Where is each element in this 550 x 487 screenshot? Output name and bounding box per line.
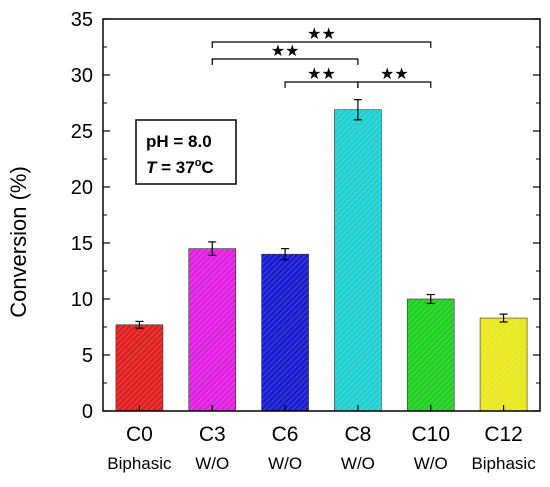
x-category-label: C10: [411, 423, 450, 446]
x-subcategory-label: Biphasic: [107, 454, 172, 473]
y-tick-label: 10: [71, 289, 93, 311]
bar-c3: [188, 248, 237, 412]
significance-bracket: ★★: [284, 64, 359, 88]
x-category-label: C3: [199, 423, 226, 446]
annotation-ph: pH = 8.0: [146, 132, 212, 151]
y-axis-title: Conversion (%): [6, 166, 31, 318]
x-category-label: C12: [484, 423, 523, 446]
error-bar-c3: [208, 241, 217, 256]
significance-bracket: ★★: [357, 64, 432, 88]
error-bar-c8: [353, 99, 362, 121]
significance-stars: ★★: [271, 41, 300, 60]
error-bar-c10: [426, 293, 435, 305]
bar-c0: [115, 324, 164, 412]
significance-stars: ★★: [307, 24, 336, 43]
y-tick-label: 0: [82, 401, 93, 423]
error-bar-c12: [499, 313, 508, 323]
significance-bracket: ★★: [211, 41, 359, 65]
y-tick-label: 35: [71, 9, 93, 31]
x-subcategory-label: Biphasic: [471, 454, 536, 473]
y-tick-label: 25: [71, 121, 93, 143]
x-category-label: C8: [344, 423, 371, 446]
significance-stars: ★★: [380, 64, 409, 83]
significance-bracket: ★★: [211, 24, 432, 48]
bar-c8: [334, 109, 382, 412]
y-tick-label: 30: [71, 65, 93, 87]
annotation-temperature: T = 37oC: [146, 157, 214, 177]
x-subcategory-label: W/O: [341, 454, 375, 473]
y-tick-label: 20: [71, 177, 93, 199]
x-subcategory-label: W/O: [195, 454, 229, 473]
significance-stars: ★★: [307, 64, 336, 83]
y-tick-label: 15: [71, 233, 93, 255]
bar-c6: [261, 253, 309, 412]
x-category-label: C6: [272, 423, 299, 446]
bar-c10: [406, 298, 455, 412]
error-bar-c0: [135, 320, 144, 329]
x-category-label: C0: [126, 423, 153, 446]
x-subcategory-label: W/O: [414, 454, 448, 473]
x-subcategory-label: W/O: [268, 454, 302, 473]
condition-annotation-box: pH = 8.0 T = 37oC: [135, 119, 237, 185]
error-bar-c6: [281, 248, 290, 261]
y-tick-label: 5: [82, 345, 93, 367]
bar-c12: [479, 317, 528, 412]
